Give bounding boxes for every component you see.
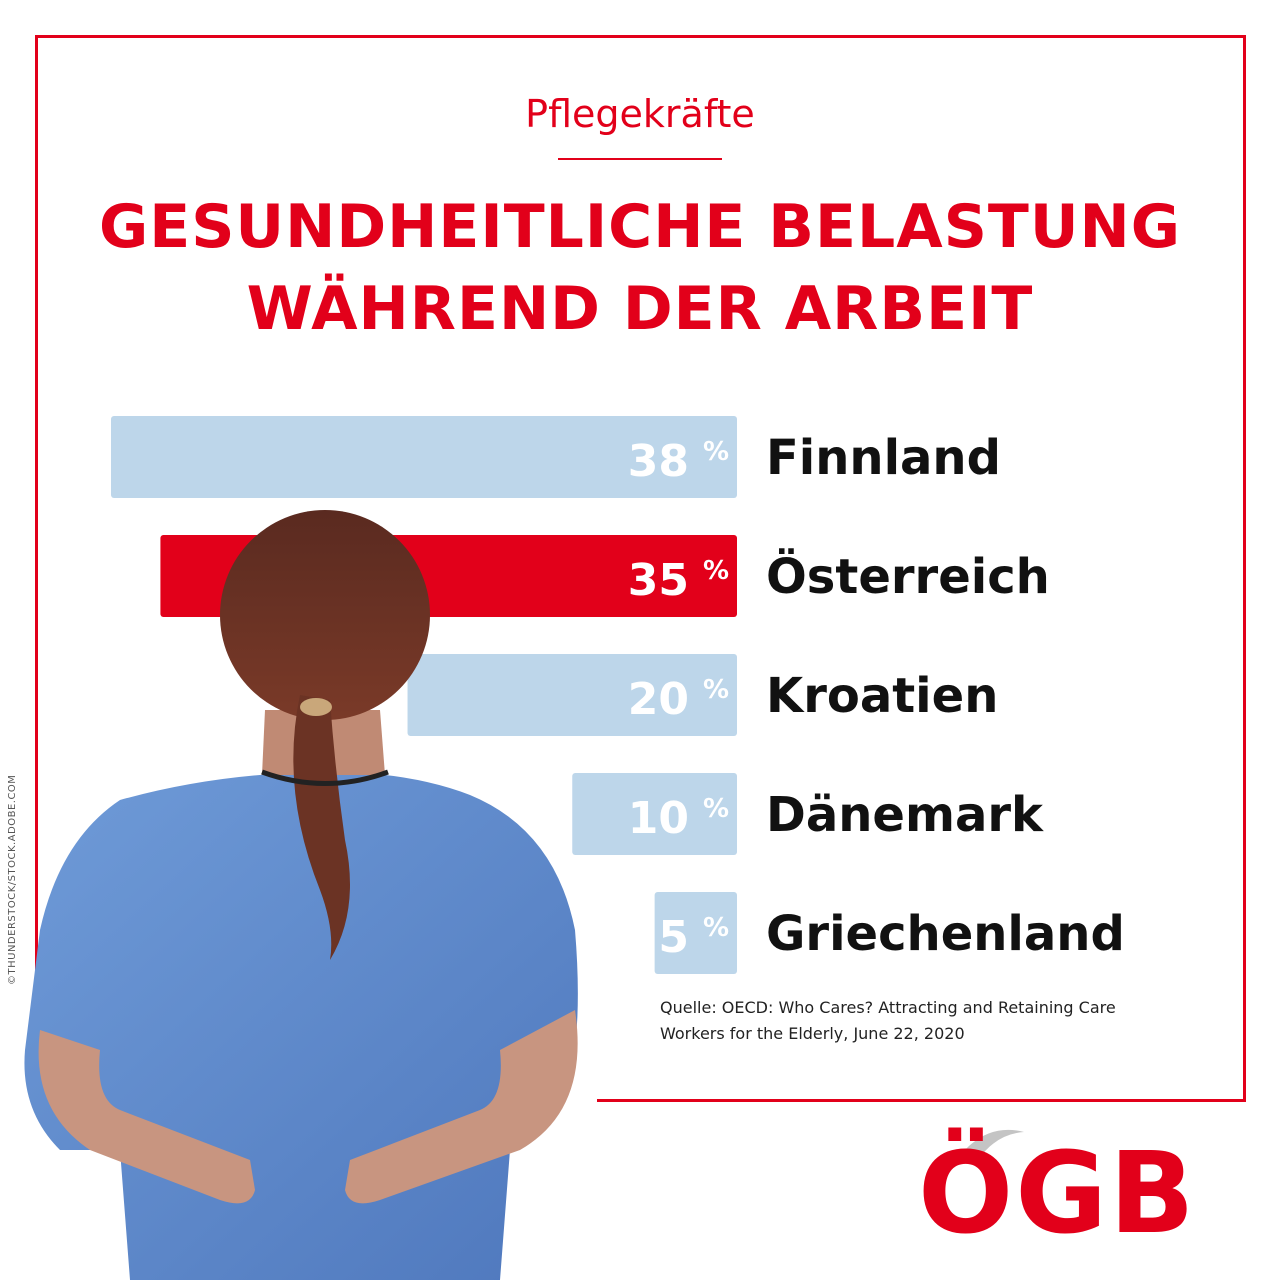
bar-griechenland bbox=[654, 892, 737, 974]
bar-value-label: 10 bbox=[628, 793, 689, 844]
bar-unit-label: % bbox=[703, 556, 729, 586]
bar-unit-label: % bbox=[703, 675, 729, 705]
photo-credit: ©THUNDERSTOCK/STOCK.ADOBE.COM bbox=[7, 774, 18, 985]
source-note: Quelle: OECD: Who Cares? Attracting and … bbox=[660, 995, 1180, 1047]
bar-dänemark bbox=[572, 773, 737, 855]
frame-right-border bbox=[1243, 35, 1246, 1102]
frame-bottom-border bbox=[597, 1099, 1246, 1102]
bar-value-label: 38 bbox=[628, 436, 689, 487]
bar-value-label: 20 bbox=[628, 674, 689, 725]
bar-unit-label: % bbox=[703, 913, 729, 943]
oegb-logo: ÖGB bbox=[918, 1129, 1197, 1259]
category-label: Österreich bbox=[766, 548, 1050, 605]
source-line-1: Quelle: OECD: Who Cares? Attracting and … bbox=[660, 998, 1116, 1017]
bar-value-label: 5 bbox=[658, 912, 689, 963]
category-label: Finnland bbox=[766, 430, 1001, 486]
page-title: GESUNDHEITLICHE BELASTUNG WÄHREND DER AR… bbox=[0, 186, 1280, 350]
nurse-photo bbox=[24, 510, 578, 1280]
subtitle: Pflegekräfte bbox=[525, 92, 755, 136]
bar-value-label: 35 bbox=[628, 555, 689, 606]
source-line-2: Workers for the Elderly, June 22, 2020 bbox=[660, 1024, 965, 1043]
logo-swoosh-icon bbox=[958, 1129, 1024, 1160]
bar-unit-label: % bbox=[703, 437, 729, 467]
bar-unit-label: % bbox=[703, 794, 729, 824]
title-line-1: GESUNDHEITLICHE BELASTUNG bbox=[98, 192, 1182, 262]
title-line-2: WÄHREND DER ARBEIT bbox=[246, 274, 1034, 344]
subtitle-divider bbox=[558, 158, 722, 160]
category-label: Dänemark bbox=[766, 787, 1044, 843]
category-label: Griechenland bbox=[766, 906, 1125, 962]
frame-top-border bbox=[35, 35, 1246, 38]
bar-finnland bbox=[111, 416, 737, 498]
frame-left-border bbox=[35, 35, 38, 985]
bar-kroatien bbox=[407, 654, 737, 736]
category-label: Kroatien bbox=[766, 668, 998, 724]
